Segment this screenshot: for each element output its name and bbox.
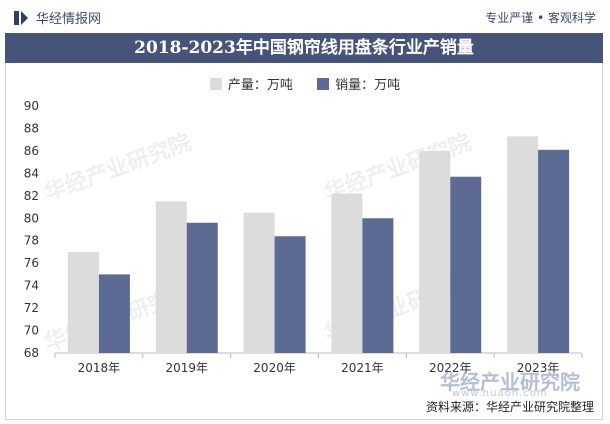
y-tick-label: 76 bbox=[24, 256, 39, 270]
x-tick-label: 2023年 bbox=[517, 361, 560, 375]
legend-label-production: 产量：万吨 bbox=[227, 78, 293, 93]
x-tick-label: 2021年 bbox=[341, 361, 384, 375]
y-tick-label: 68 bbox=[24, 346, 39, 360]
x-tick-label: 2018年 bbox=[78, 361, 121, 375]
top-bar: 华经情报网 专业严谨 • 客观科学 bbox=[0, 0, 610, 32]
y-tick-label: 78 bbox=[24, 234, 39, 248]
bar-production bbox=[243, 212, 275, 353]
y-tick-label: 88 bbox=[24, 121, 39, 135]
chart-title: 2018-2023年中国钢帘线用盘条行业产销量 bbox=[5, 33, 603, 63]
bar-production bbox=[419, 150, 451, 353]
bar-production bbox=[507, 136, 539, 353]
y-tick-label: 84 bbox=[24, 166, 39, 180]
watermark-logo: 华经产业研究院 bbox=[440, 370, 580, 394]
brand-logo-icon bbox=[14, 10, 28, 25]
y-tick-label: 86 bbox=[24, 144, 39, 158]
bar-production bbox=[67, 251, 99, 353]
legend-swatch-production bbox=[209, 77, 222, 90]
brand: 华经情报网 bbox=[14, 8, 101, 27]
bar-sales bbox=[98, 274, 130, 353]
x-tick-label: 2020年 bbox=[253, 361, 296, 375]
y-tick-label: 90 bbox=[24, 99, 39, 113]
slogan: 专业严谨 • 客观科学 bbox=[485, 11, 596, 25]
legend-label-sales: 销量：万吨 bbox=[335, 78, 401, 93]
legend-item-sales: 销量：万吨 bbox=[317, 74, 400, 93]
y-tick-label: 70 bbox=[24, 324, 39, 338]
legend-item-production: 产量：万吨 bbox=[209, 74, 293, 93]
bar-sales bbox=[362, 218, 394, 353]
chart-legend: 产量：万吨 销量：万吨 bbox=[0, 74, 610, 94]
y-tick-label: 82 bbox=[24, 189, 39, 203]
y-tick-label: 72 bbox=[24, 301, 39, 315]
bar-production bbox=[155, 201, 187, 353]
brand-name: 华经情报网 bbox=[36, 12, 102, 27]
bar-sales bbox=[538, 149, 570, 353]
bar-production bbox=[331, 193, 363, 353]
x-tick-label: 2019年 bbox=[165, 361, 208, 375]
source-note: 资料来源：华经产业研究院整理 bbox=[425, 400, 594, 414]
x-tick-label: 2022年 bbox=[429, 361, 472, 375]
legend-swatch-sales bbox=[317, 77, 330, 90]
watermark-url: www.huaon.com bbox=[452, 388, 548, 399]
chart-frame bbox=[5, 63, 603, 420]
y-tick-label: 80 bbox=[24, 211, 39, 225]
y-tick-label: 74 bbox=[24, 279, 39, 293]
bar-sales bbox=[450, 176, 482, 353]
bar-sales bbox=[186, 222, 218, 353]
bar-sales bbox=[274, 236, 306, 353]
